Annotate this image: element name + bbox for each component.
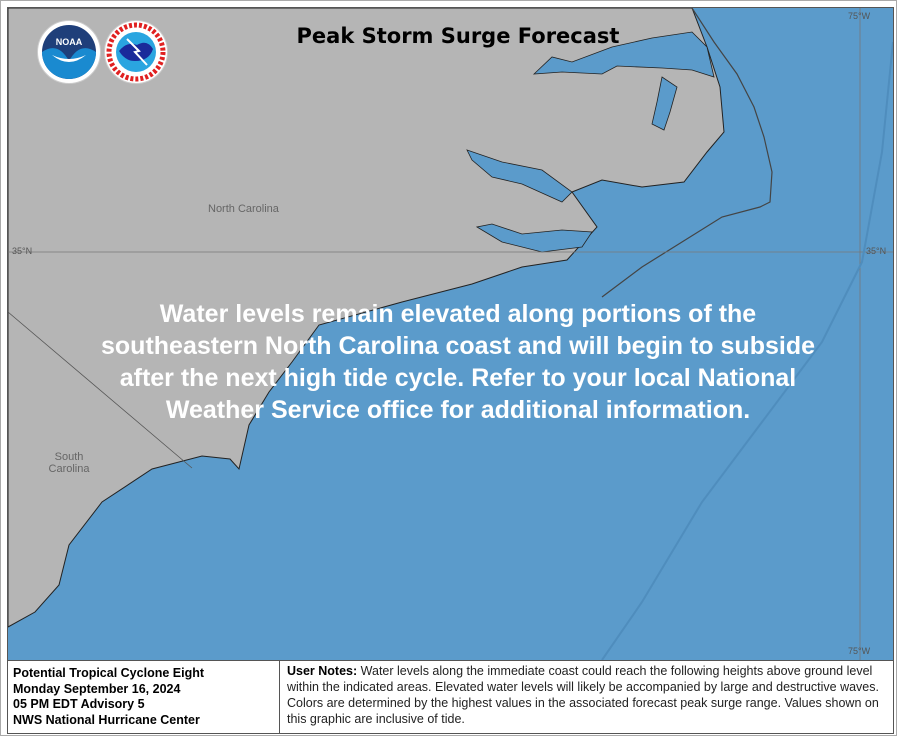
user-notes-text: Water levels along the immediate coast c… — [287, 664, 879, 726]
longitude-label-top: 75°W — [848, 11, 871, 21]
continental-shelf — [601, 41, 893, 660]
pamlico-sound — [466, 149, 593, 253]
storm-info: Potential Tropical Cyclone Eight Monday … — [8, 661, 280, 733]
longitude-label-bottom: 75°W — [848, 646, 871, 656]
state-label-north-carolina: North Carolina — [208, 203, 279, 215]
svg-text:NOAA: NOAA — [56, 37, 83, 47]
albemarle-sound — [532, 31, 715, 78]
state-label-south-carolina: South Carolina — [48, 451, 90, 475]
croatan-sound — [651, 76, 678, 131]
advisory-number: 05 PM EDT Advisory 5 — [13, 697, 145, 711]
latitude-label-left: 35°N — [12, 246, 33, 256]
user-notes: User Notes: Water levels along the immed… — [281, 661, 893, 733]
nc-sc-border — [8, 311, 193, 469]
storm-name: Potential Tropical Cyclone Eight — [13, 666, 205, 680]
map-title: Peak Storm Surge Forecast — [296, 24, 620, 48]
advisory-date: Monday September 16, 2024 — [13, 681, 181, 696]
user-notes-label: User Notes: — [287, 664, 358, 678]
outer-banks — [601, 8, 773, 298]
noaa-logo: NOAA — [37, 20, 101, 84]
storm-surge-map[interactable]: NOAA Peak Storm Surge Forecast North Car… — [7, 7, 894, 661]
latitude-label-right: 35°N — [866, 246, 887, 256]
footer-panel: Potential Tropical Cyclone Eight Monday … — [7, 660, 894, 734]
map-canvas — [8, 8, 893, 660]
issuing-office: NWS National Hurricane Center — [13, 712, 200, 727]
land-mass — [8, 8, 725, 628]
nws-logo — [104, 20, 168, 84]
overlay-message: Water levels remain elevated along porti… — [101, 300, 815, 424]
